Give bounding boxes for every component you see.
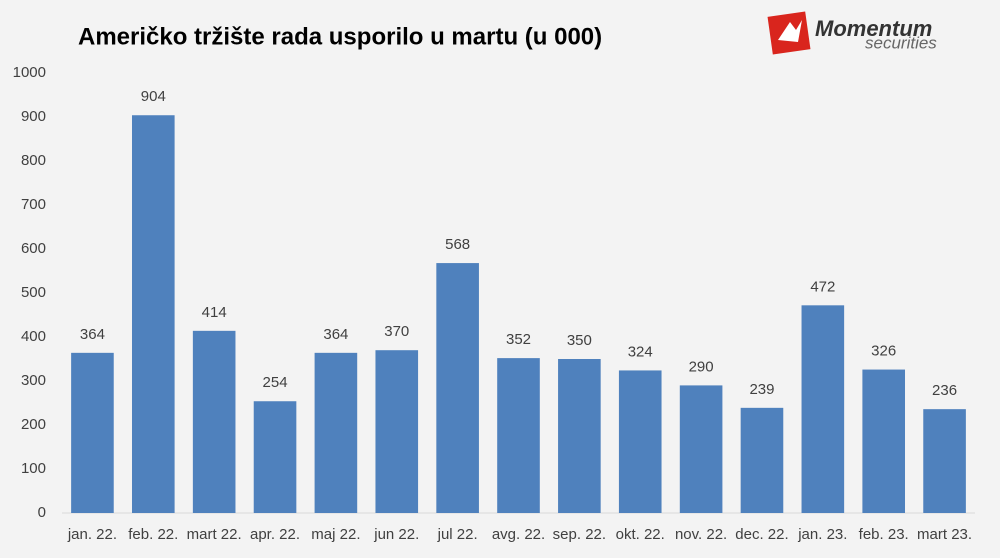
value-label: 472 xyxy=(810,278,835,295)
y-tick-label: 300 xyxy=(21,372,46,389)
x-tick-label: jul 22. xyxy=(437,526,478,543)
value-label: 350 xyxy=(567,332,592,349)
value-label: 254 xyxy=(263,374,288,391)
bar xyxy=(375,350,419,513)
bar xyxy=(740,407,784,513)
y-tick-label: 400 xyxy=(21,328,46,345)
logo-icon-mark xyxy=(778,20,802,42)
x-tick-label: dec. 22. xyxy=(735,526,788,543)
bar xyxy=(436,263,479,513)
x-tick-label: feb. 22. xyxy=(128,526,178,543)
value-label: 239 xyxy=(749,381,774,398)
x-tick-label: nov. 22. xyxy=(675,526,727,543)
bar xyxy=(862,369,906,513)
value-label: 904 xyxy=(141,88,166,105)
bar xyxy=(192,330,236,513)
x-tick-label: mart 23. xyxy=(917,526,972,543)
y-tick-label: 600 xyxy=(21,240,46,257)
value-label: 364 xyxy=(80,326,105,343)
x-tick-label: maj 22. xyxy=(311,526,360,543)
bar xyxy=(679,385,723,513)
value-label: 568 xyxy=(445,236,470,253)
y-tick-label: 0 xyxy=(38,504,46,521)
bar xyxy=(558,359,601,513)
x-tick-label: jan. 23. xyxy=(797,526,847,543)
x-tick-label: avg. 22. xyxy=(492,526,545,543)
x-tick-label: mart 22. xyxy=(187,526,242,543)
logo-tagline: securities xyxy=(865,33,937,52)
x-tick-label: apr. 22. xyxy=(250,526,300,543)
y-tick-label: 1000 xyxy=(13,64,46,81)
value-label: 370 xyxy=(384,323,409,340)
bar xyxy=(314,352,358,513)
value-label: 352 xyxy=(506,331,531,348)
value-label: 236 xyxy=(932,382,957,399)
x-tick-label: feb. 23. xyxy=(859,526,909,543)
y-tick-label: 800 xyxy=(21,152,46,169)
bar xyxy=(801,305,845,513)
bar xyxy=(71,352,114,513)
bar xyxy=(618,370,662,513)
value-label: 290 xyxy=(689,358,714,375)
value-label: 324 xyxy=(628,343,653,360)
x-tick-label: jan. 22. xyxy=(67,526,117,543)
chart-title: Američko tržište rada usporilo u martu (… xyxy=(78,23,602,50)
x-tick-label: jun 22. xyxy=(373,526,419,543)
x-tick-label: sep. 22. xyxy=(553,526,606,543)
bar xyxy=(253,401,297,513)
y-tick-label: 500 xyxy=(21,284,46,301)
y-tick-label: 200 xyxy=(21,416,46,433)
bar xyxy=(923,409,966,513)
x-tick-label: okt. 22. xyxy=(616,526,665,543)
value-label: 414 xyxy=(202,304,227,321)
logo: Momentum securities xyxy=(767,11,937,55)
y-tick-label: 700 xyxy=(21,196,46,213)
y-tick-label: 100 xyxy=(21,460,46,477)
y-tick-label: 900 xyxy=(21,108,46,125)
bar xyxy=(131,115,175,514)
bar xyxy=(497,358,540,513)
value-label: 326 xyxy=(871,343,896,360)
logo-name: Momentum xyxy=(815,16,932,41)
value-label: 364 xyxy=(323,326,348,343)
